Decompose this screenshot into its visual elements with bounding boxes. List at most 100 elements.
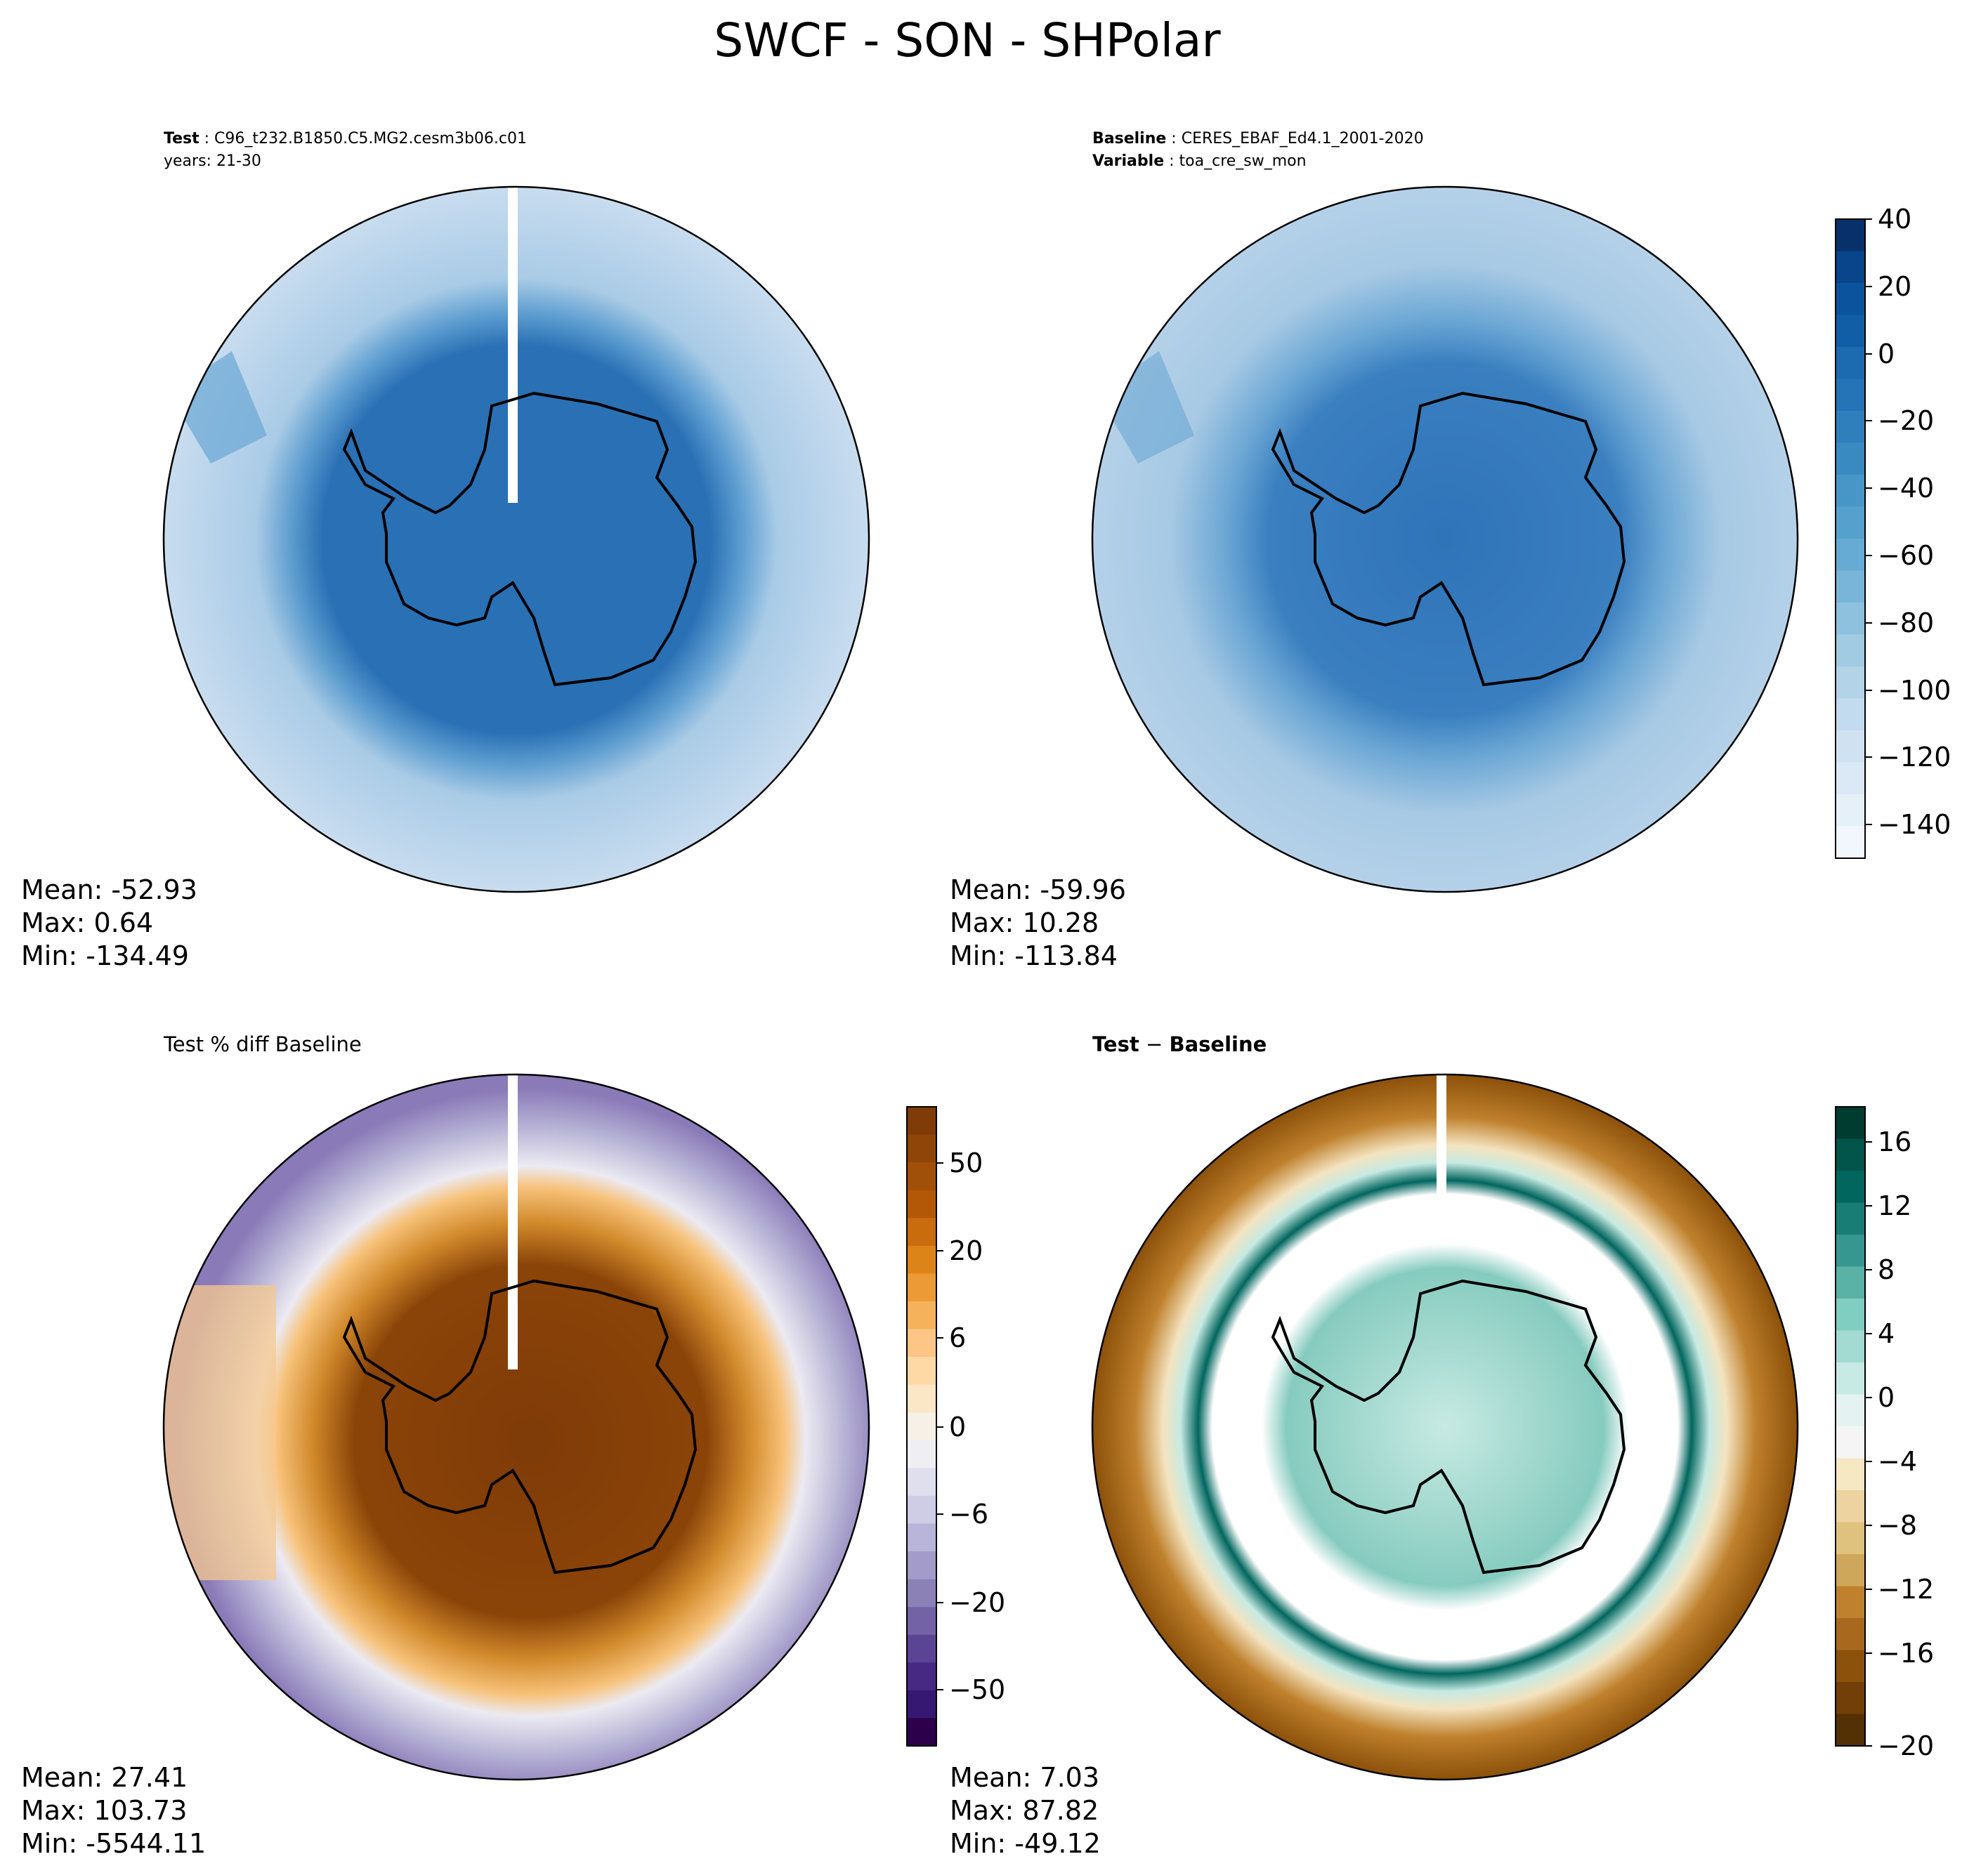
colorbar-pctdiff-band xyxy=(907,1579,936,1608)
panel-pctdiff: Test % diff Baseline Mean: 27.41 Max: 10… xyxy=(21,1032,870,1859)
pctdiff-map-field xyxy=(164,1074,869,1780)
colorbar-pctdiff-band xyxy=(907,1523,936,1552)
figure-title: SWCF - SON - SHPolar xyxy=(714,13,1221,67)
baseline-map-field xyxy=(1092,187,1798,892)
colorbar-pctdiff-band xyxy=(907,1273,936,1302)
test-stat-max: Max: 0.64 xyxy=(21,907,153,938)
colorbar-pctdiff-band xyxy=(907,1551,936,1580)
colorbar-pctdiff-band xyxy=(907,1718,936,1747)
colorbar-pctdiff-band xyxy=(907,1162,936,1191)
colorbar-diff-tick-label: 12 xyxy=(1878,1190,1911,1221)
colorbar-top-tick-label: −80 xyxy=(1878,607,1934,638)
colorbar-top-band xyxy=(1836,762,1865,795)
diff-map-field xyxy=(1092,1074,1798,1780)
colorbar-diff-band xyxy=(1836,1714,1865,1747)
baseline-label-sep: : xyxy=(1166,130,1181,147)
colorbar-top-band xyxy=(1836,794,1865,827)
colorbar-diff-tick-label: 8 xyxy=(1878,1254,1895,1285)
test-stat-min: Min: -134.49 xyxy=(21,940,189,971)
colorbar-top-band xyxy=(1836,315,1865,348)
baseline-map-boundary xyxy=(1091,185,1799,893)
colorbar-top-band xyxy=(1836,219,1865,252)
colorbar-top-band xyxy=(1836,411,1865,444)
baseline-label-value: CERES_EBAF_Ed4.1_2001-2020 xyxy=(1182,130,1424,147)
colorbar-diff-tick-label: −20 xyxy=(1878,1730,1934,1761)
baseline-var-key: Variable xyxy=(1092,152,1164,170)
colorbar-diff-band xyxy=(1836,1650,1865,1683)
colorbar-pctdiff-tick-label: −50 xyxy=(949,1674,1005,1705)
pctdiff-stat-min: Min: -5544.11 xyxy=(21,1828,206,1859)
colorbar-top-band xyxy=(1836,442,1865,475)
colorbar-top-band xyxy=(1836,698,1865,731)
colorbar-pctdiff-band xyxy=(907,1245,936,1274)
colorbar-top-band xyxy=(1836,730,1865,763)
colorbar-pctdiff-band xyxy=(907,1495,936,1525)
colorbar-diff-band xyxy=(1836,1107,1865,1140)
colorbar-top-band xyxy=(1836,251,1865,284)
diff-stat-max: Max: 87.82 xyxy=(950,1795,1099,1826)
colorbar-pctdiff-band xyxy=(907,1357,936,1386)
colorbar-diff-band xyxy=(1836,1522,1865,1555)
colorbar-pctdiff-band xyxy=(907,1468,936,1497)
colorbar-diff-tick-label: 4 xyxy=(1878,1318,1895,1349)
colorbar-diff-band xyxy=(1836,1586,1865,1619)
baseline-var-value: toa_cre_sw_mon xyxy=(1179,152,1307,170)
diff-label-a: Test xyxy=(1092,1032,1139,1056)
colorbar-top-band xyxy=(1836,379,1865,412)
baseline-stat-max: Max: 10.28 xyxy=(950,907,1099,938)
colorbar-pctdiff-band xyxy=(907,1440,936,1468)
diff-label-sep: − xyxy=(1139,1032,1170,1056)
colorbar-pctdiff-band xyxy=(907,1607,936,1636)
diff-label: Test − Baseline xyxy=(1092,1032,1267,1056)
baseline-stat-min: Min: -113.84 xyxy=(950,940,1118,971)
colorbar-diff-band xyxy=(1836,1299,1865,1332)
colorbar-top-band xyxy=(1836,283,1865,316)
baseline-label: Baseline : CERES_EBAF_Ed4.1_2001-2020 xyxy=(1092,130,1424,147)
test-years: years: 21-30 xyxy=(164,152,261,170)
pctdiff-map-boundary xyxy=(162,1073,870,1781)
pctdiff-stat-mean: Mean: 27.41 xyxy=(21,1762,188,1793)
colorbar-diff-band xyxy=(1836,1202,1865,1235)
colorbar-pctdiff-band xyxy=(907,1190,936,1218)
baseline-label-key: Baseline xyxy=(1092,130,1166,147)
colorbar-top: 40 20 0 −20 −40 −60 −80 −100 −120 −140 xyxy=(1835,204,1951,859)
colorbar-diff-band xyxy=(1836,1458,1865,1491)
colorbar-pctdiff-band xyxy=(907,1134,936,1163)
colorbar-top-band xyxy=(1836,666,1865,699)
colorbar-top-band xyxy=(1836,506,1865,539)
colorbar-pctdiff-band xyxy=(907,1107,936,1136)
colorbar-top-band xyxy=(1836,539,1865,572)
colorbar-pctdiff-band xyxy=(907,1301,936,1330)
colorbar-diff-band xyxy=(1836,1138,1865,1171)
colorbar-pctdiff: 50 20 6 0 −6 −20 −50 xyxy=(906,1106,1005,1747)
colorbar-pctdiff-band xyxy=(907,1329,936,1358)
colorbar-diff-band xyxy=(1836,1362,1865,1395)
colorbar-pctdiff-band xyxy=(907,1412,936,1441)
colorbar-diff-tick-label: −4 xyxy=(1878,1446,1917,1477)
test-antarctica-coastline xyxy=(342,391,698,687)
colorbar-diff-band xyxy=(1836,1330,1865,1363)
baseline-stat-mean: Mean: -59.96 xyxy=(950,874,1126,905)
colorbar-diff-tick-label: 0 xyxy=(1878,1382,1895,1413)
colorbar-diff-band xyxy=(1836,1394,1865,1427)
baseline-var-sep: : xyxy=(1164,152,1179,170)
test-stat-mean: Mean: -52.93 xyxy=(21,874,197,905)
colorbar-pctdiff-tick-label: 20 xyxy=(949,1235,983,1266)
pctdiff-antarctica-coastline xyxy=(342,1279,698,1575)
colorbar-top-tick-label: −100 xyxy=(1878,675,1951,706)
colorbar-diff-band xyxy=(1836,1171,1865,1204)
colorbar-top-band xyxy=(1836,634,1865,667)
colorbar-pctdiff-band xyxy=(907,1384,936,1413)
diff-stat-min: Min: -49.12 xyxy=(950,1828,1101,1859)
test-label-key: Test xyxy=(164,130,200,147)
colorbar-diff-band xyxy=(1836,1235,1865,1268)
colorbar-pctdiff-band xyxy=(907,1218,936,1247)
colorbar-diff-band xyxy=(1836,1266,1865,1299)
colorbar-top-band xyxy=(1836,347,1865,380)
colorbar-top-tick-label: −140 xyxy=(1878,809,1951,840)
colorbar-top-tick-label: −120 xyxy=(1878,742,1951,773)
test-map-field xyxy=(164,187,869,892)
colorbar-pctdiff-tick-label: −6 xyxy=(949,1499,988,1530)
colorbar-top-tick-label: 0 xyxy=(1878,339,1895,369)
test-map-boundary xyxy=(162,185,870,893)
